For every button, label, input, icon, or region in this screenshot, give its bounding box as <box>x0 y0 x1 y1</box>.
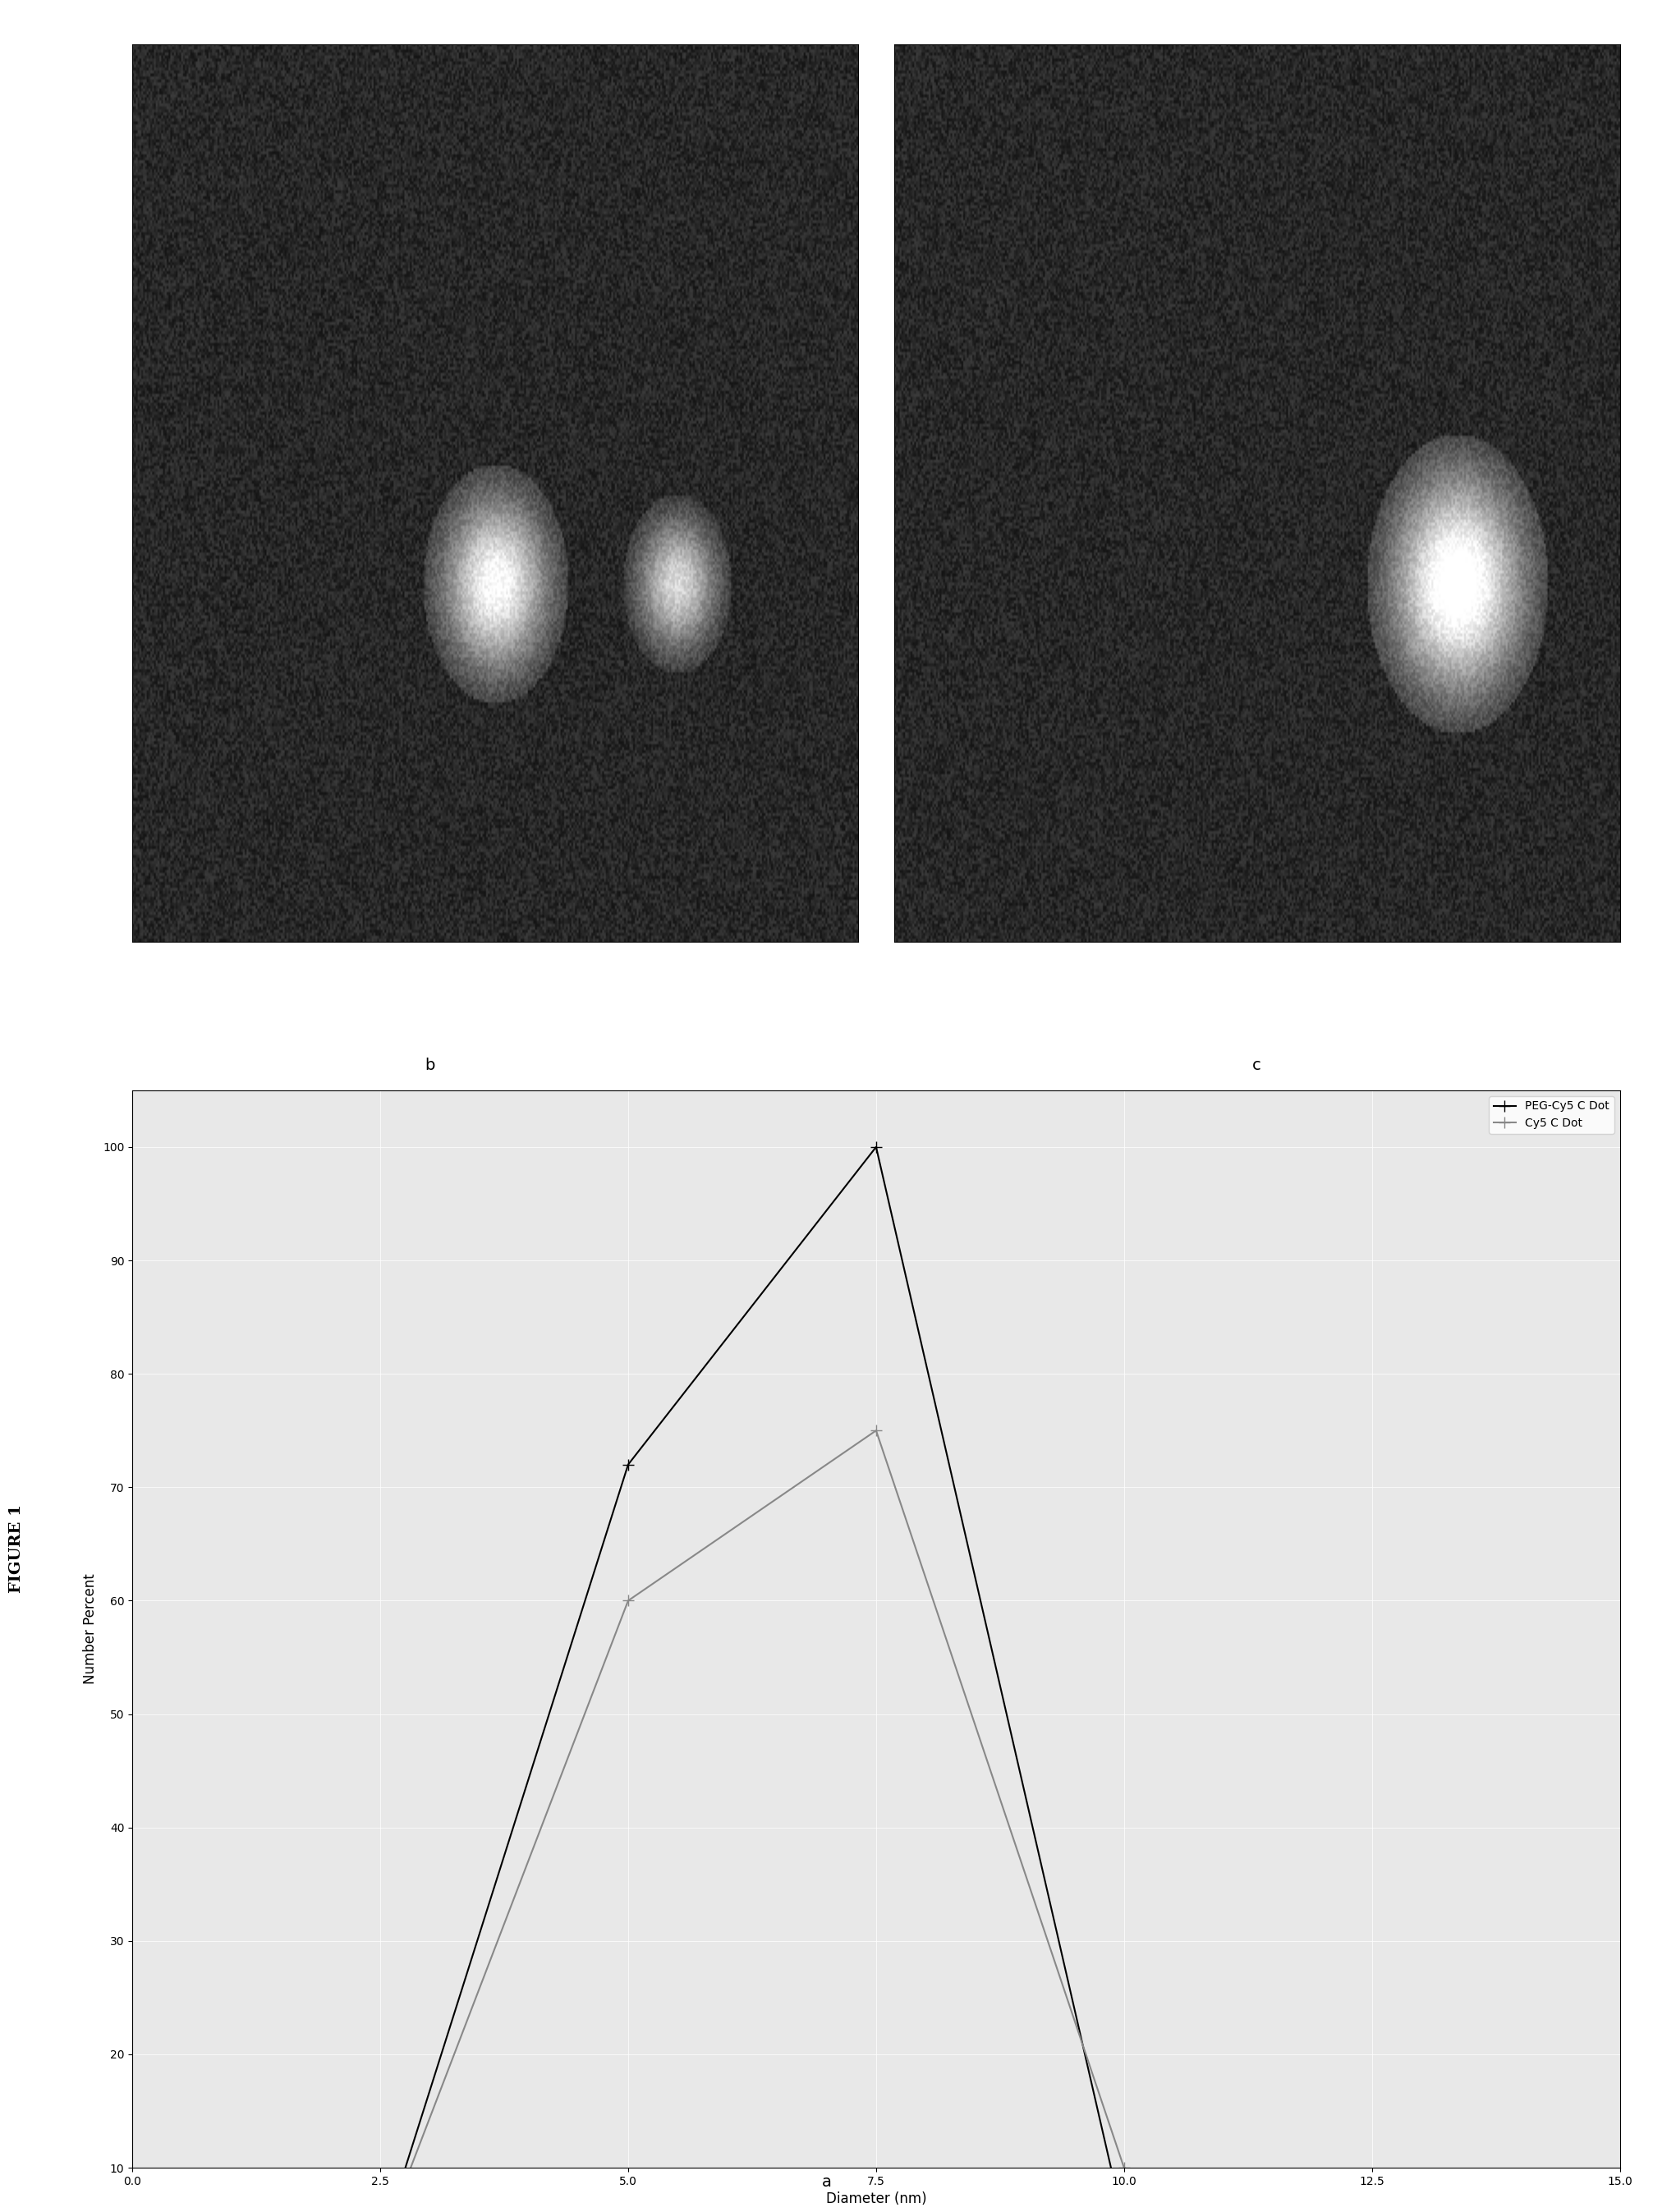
Text: b: b <box>425 1057 435 1073</box>
Cy5 C Dot <box>1114 2154 1134 2181</box>
PEG-Cy5 C Dot <box>866 1135 886 1161</box>
X-axis label: Diameter (nm): Diameter (nm) <box>826 2192 926 2208</box>
Line: PEG-Cy5 C Dot: PEG-Cy5 C Dot <box>177 1141 1377 2212</box>
Text: c: c <box>1251 1057 1261 1073</box>
Legend: PEG-Cy5 C Dot, Cy5 C Dot: PEG-Cy5 C Dot, Cy5 C Dot <box>1489 1095 1615 1135</box>
Y-axis label: Number Percent: Number Percent <box>83 1573 98 1683</box>
Text: a: a <box>822 2174 831 2190</box>
Line: Cy5 C Dot: Cy5 C Dot <box>177 1425 1377 2212</box>
Cy5 C Dot <box>618 1588 638 1615</box>
PEG-Cy5 C Dot <box>618 1451 638 1478</box>
Cy5 C Dot <box>866 1418 886 1444</box>
Text: FIGURE 1: FIGURE 1 <box>10 1504 23 1593</box>
